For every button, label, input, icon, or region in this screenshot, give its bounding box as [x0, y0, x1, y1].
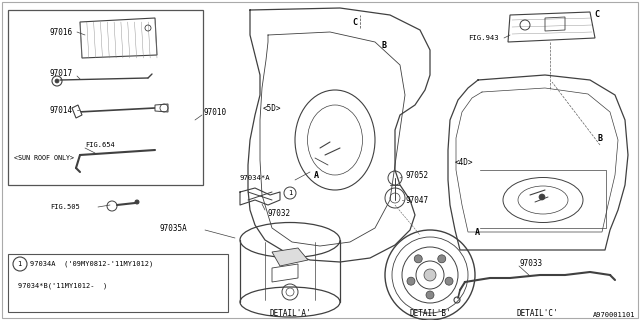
Text: B: B: [598, 133, 603, 142]
Circle shape: [414, 255, 422, 263]
Text: 97034*B('11MY1012-  ): 97034*B('11MY1012- ): [18, 283, 108, 289]
Circle shape: [135, 200, 139, 204]
Text: 97032: 97032: [268, 209, 291, 218]
Text: DETAIL'A': DETAIL'A': [269, 309, 311, 318]
Text: 97047: 97047: [405, 196, 428, 204]
Text: A970001101: A970001101: [593, 312, 635, 318]
Text: 97016: 97016: [50, 28, 73, 36]
Text: DETAIL'B': DETAIL'B': [409, 309, 451, 318]
Circle shape: [407, 277, 415, 285]
Text: FIG.505: FIG.505: [50, 204, 80, 210]
Circle shape: [445, 277, 453, 285]
Polygon shape: [80, 18, 157, 58]
Text: 97035A: 97035A: [160, 223, 188, 233]
Circle shape: [55, 79, 59, 83]
Text: 97034A  ('09MY0812-'11MY1012): 97034A ('09MY0812-'11MY1012): [30, 261, 153, 267]
Text: <SUN ROOF ONLY>: <SUN ROOF ONLY>: [14, 155, 74, 161]
Circle shape: [539, 194, 545, 200]
Text: FIG.943: FIG.943: [468, 35, 499, 41]
Text: B: B: [382, 41, 387, 50]
Text: 1: 1: [288, 190, 292, 196]
Text: DETAIL'C': DETAIL'C': [516, 309, 558, 318]
Polygon shape: [272, 248, 308, 266]
Text: 97034*A: 97034*A: [240, 175, 271, 181]
Circle shape: [426, 291, 434, 299]
Text: 1: 1: [17, 261, 21, 267]
Text: C: C: [594, 10, 599, 19]
Text: FIG.654: FIG.654: [85, 142, 115, 148]
Polygon shape: [72, 105, 82, 118]
Text: C: C: [352, 18, 357, 27]
Text: 97033: 97033: [520, 259, 543, 268]
Polygon shape: [508, 12, 595, 42]
Text: 97010: 97010: [204, 108, 227, 116]
Bar: [8, 10, 203, 185]
Text: 97052: 97052: [405, 171, 428, 180]
Polygon shape: [155, 104, 168, 112]
Circle shape: [438, 255, 445, 263]
Text: 97014: 97014: [50, 106, 73, 115]
Text: A: A: [314, 171, 319, 180]
Circle shape: [424, 269, 436, 281]
Text: <5D>: <5D>: [263, 103, 282, 113]
Text: <4D>: <4D>: [455, 157, 474, 166]
Text: 97017: 97017: [50, 68, 73, 77]
Bar: [8, 254, 228, 312]
Text: A: A: [475, 228, 480, 236]
